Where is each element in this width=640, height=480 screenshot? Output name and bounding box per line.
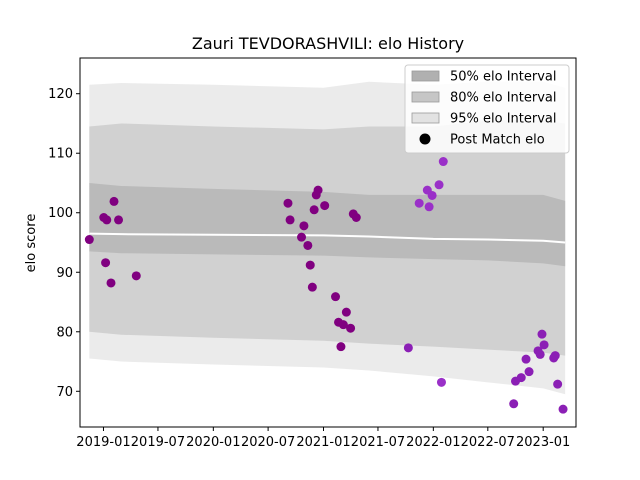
x-tick-label: 2020-01 <box>186 435 240 450</box>
x-tick-label: 2020-07 <box>241 435 295 450</box>
plot-frame <box>79 57 577 428</box>
post-match-elo-point <box>109 196 119 206</box>
post-match-elo-point <box>539 340 549 350</box>
y-tick-label: 90 <box>56 266 73 281</box>
legend: 50% elo Interval 80% elo Interval 95% elo … <box>404 64 570 154</box>
post-match-elo-point <box>521 354 531 364</box>
post-match-elo-point <box>436 377 446 387</box>
post-match-elo-point <box>338 320 348 330</box>
x-tick-label: 2023-01 <box>516 435 570 450</box>
legend-swatch <box>411 91 440 103</box>
x-tick-label: 2021-01 <box>296 435 350 450</box>
post-match-elo-point <box>438 157 448 167</box>
post-match-elo-point <box>524 367 534 377</box>
post-match-elo-point <box>351 213 361 223</box>
post-match-elo-point <box>537 329 547 339</box>
post-match-elo-point <box>102 215 112 225</box>
post-match-elo-point <box>331 292 341 302</box>
post-match-elo-point <box>114 215 124 225</box>
post-match-elo-point <box>346 323 356 333</box>
post-match-elo-point <box>106 278 116 288</box>
post-match-elo-point <box>535 349 545 359</box>
band-50-lower <box>89 233 566 267</box>
post-match-elo-point <box>313 185 323 195</box>
post-match-elo-point <box>320 201 330 211</box>
post-match-elo-point <box>336 342 346 352</box>
post-match-elo-point <box>553 379 563 389</box>
band-50-upper <box>89 182 566 243</box>
post-match-elo-point <box>427 190 437 200</box>
legend-box <box>404 64 570 154</box>
y-tick-label: 80 <box>56 325 73 340</box>
post-match-elo-point <box>414 198 424 208</box>
post-match-elo-point <box>309 205 319 215</box>
post-match-elo-point <box>434 180 444 190</box>
x-tick-label: 2019-01 <box>76 435 130 450</box>
legend-label: Post Match elo <box>450 133 545 148</box>
post-match-elo-point <box>297 232 307 242</box>
post-match-elo-point <box>285 215 295 225</box>
x-tick-label: 2022-01 <box>406 435 460 450</box>
legend-swatch <box>411 70 440 82</box>
mean-line <box>89 232 566 244</box>
post-match-elo-point <box>283 198 293 208</box>
post-match-elo-point <box>516 373 526 383</box>
post-match-elo-point <box>424 202 434 212</box>
post-match-elo-point <box>403 343 413 353</box>
y-tick-label: 100 <box>48 206 73 221</box>
post-match-elo-point <box>509 399 519 409</box>
post-match-elo-point <box>558 404 568 414</box>
legend-label: 50% elo Interval <box>450 70 557 85</box>
post-match-elo-point <box>101 258 111 268</box>
post-match-elo-point <box>307 282 317 292</box>
legend-label: 80% elo Interval <box>450 91 557 106</box>
y-tick-label: 120 <box>48 87 73 102</box>
post-match-elo-point <box>84 235 94 245</box>
chart-title: Zauri TEVDORASHVILI: elo History <box>192 34 464 53</box>
post-match-elo-point <box>303 240 313 250</box>
band-80-lower <box>89 233 566 356</box>
legend-swatch <box>411 112 440 124</box>
axes: 2019-01 2019-07 2020-01 2020-07 2021-01 2021-… <box>48 57 577 450</box>
post-match-elo-point <box>131 271 141 281</box>
post-match-elo-point <box>305 260 315 270</box>
x-tick-label: 2019-07 <box>131 435 185 450</box>
y-tick-label: 110 <box>48 147 73 162</box>
y-axis-label: elo score <box>24 214 39 273</box>
post-match-elo-point <box>341 307 351 317</box>
legend-marker <box>419 133 431 145</box>
legend-label: 95% elo Interval <box>450 112 557 127</box>
x-tick-label: 2022-07 <box>461 435 515 450</box>
y-tick-label: 70 <box>56 385 73 400</box>
post-match-elo-point <box>299 221 309 231</box>
post-match-elo-point <box>550 351 560 361</box>
x-tick-label: 2021-07 <box>351 435 405 450</box>
